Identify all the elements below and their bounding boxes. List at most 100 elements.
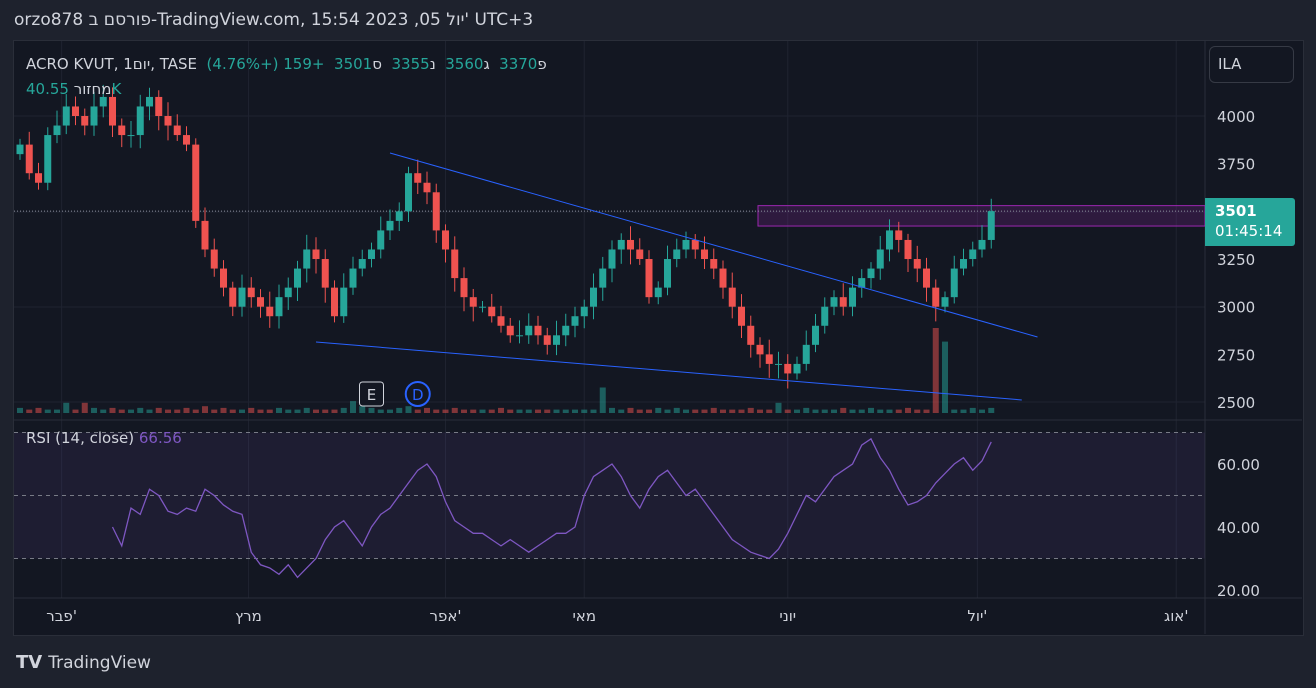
- candle: [516, 335, 523, 337]
- volume-bar: [359, 406, 366, 413]
- volume-bar: [673, 407, 680, 413]
- open-label: פ: [537, 55, 547, 73]
- event-label: E: [367, 386, 376, 404]
- candle: [72, 106, 79, 116]
- volume-value: 40.55K: [26, 80, 122, 98]
- candle: [294, 268, 301, 288]
- volume-bar: [886, 409, 893, 413]
- candle: [525, 325, 533, 336]
- candle: [719, 268, 727, 288]
- candle: [90, 106, 98, 126]
- volume-bar: [720, 409, 726, 413]
- volume-bar: [303, 407, 310, 413]
- candle: [497, 316, 505, 326]
- candle: [590, 287, 597, 307]
- volume-bar: [646, 409, 652, 413]
- volume-label: מחזור: [73, 80, 112, 98]
- volume-bar: [35, 407, 42, 413]
- volume-bar: [451, 407, 458, 413]
- tradingview-logo[interactable]: TV TradingView: [16, 652, 151, 673]
- symbol-name[interactable]: ACRO KVUT, 1יום, TASE: [26, 55, 197, 73]
- volume-bar: [710, 407, 717, 413]
- volume-bar: [821, 409, 828, 413]
- volume-bar: [849, 409, 856, 413]
- price-tick: 3000: [1217, 299, 1255, 317]
- volume-bar: [239, 409, 245, 413]
- volume-bar: [313, 409, 319, 413]
- last-price-tag: 3501 01:45:14: [1205, 198, 1295, 246]
- volume-bar: [516, 409, 523, 413]
- candle: [701, 249, 708, 260]
- volume-bar: [192, 409, 199, 413]
- candle: [710, 259, 718, 269]
- dividend-marker: [404, 381, 431, 407]
- currency-button[interactable]: ILA: [1209, 46, 1294, 83]
- rsi-tick: 40.00: [1217, 519, 1260, 537]
- volume-bar: [414, 409, 421, 413]
- candle: [895, 230, 903, 240]
- volume-bar: [470, 409, 477, 413]
- volume-bar: [664, 409, 671, 413]
- candle: [682, 239, 690, 250]
- volume-bar: [775, 402, 782, 413]
- candle: [25, 144, 33, 174]
- candle: [266, 306, 274, 317]
- candle: [849, 287, 856, 307]
- candle: [488, 306, 496, 317]
- candle: [562, 325, 570, 336]
- candle: [654, 287, 662, 298]
- candle: [44, 135, 52, 183]
- resistance-zone: [757, 205, 1206, 227]
- candle: [16, 144, 24, 155]
- volume-bar: [44, 409, 51, 413]
- volume-bar: [294, 409, 301, 413]
- price-tick: 2750: [1217, 346, 1255, 364]
- candle: [164, 116, 172, 126]
- volume-bar: [100, 409, 107, 413]
- candle: [534, 325, 542, 336]
- volume-bar: [488, 409, 495, 413]
- volume-bar: [276, 407, 282, 413]
- chart-frame[interactable]: [13, 40, 1304, 636]
- volume-bar: [368, 407, 375, 413]
- candle: [127, 135, 135, 137]
- volume-bar: [525, 409, 532, 413]
- volume-bar: [54, 409, 60, 413]
- brand-name: TradingView: [48, 652, 151, 673]
- change-value: +159 (+4.76%): [206, 55, 325, 73]
- candle: [923, 268, 930, 288]
- volume-bar: [627, 407, 634, 413]
- volume-bar: [322, 409, 329, 413]
- candle: [978, 239, 986, 250]
- volume-bar: [340, 407, 347, 413]
- candle: [950, 268, 958, 298]
- candle: [775, 363, 782, 365]
- volume-bar: [396, 407, 403, 413]
- candle: [969, 249, 977, 260]
- volume-bar: [701, 409, 708, 413]
- candle: [414, 173, 422, 183]
- volume-bar: [202, 406, 208, 413]
- candle: [913, 259, 921, 269]
- volume-bar: [405, 406, 412, 413]
- volume-bar: [72, 409, 79, 413]
- volume-bar: [257, 409, 264, 413]
- candle: [81, 116, 89, 126]
- trendline: [315, 341, 1022, 401]
- candle: [247, 287, 255, 298]
- volume-bar: [747, 407, 754, 413]
- volume-bar: [895, 409, 902, 413]
- candle: [858, 278, 866, 288]
- time-tick: יוני: [779, 607, 796, 625]
- candle: [932, 287, 940, 307]
- volume-bar: [183, 407, 190, 413]
- symbol-legend: ACRO KVUT, 1יום, TASE פ3370 ג3560 נ3355 …: [26, 55, 547, 73]
- tv-logo-icon: TV: [16, 652, 43, 673]
- time-tick: מאי: [572, 607, 596, 625]
- volume-bar: [729, 409, 736, 413]
- rsi-value: 66.56: [138, 429, 182, 447]
- candle: [469, 297, 477, 307]
- candle: [432, 192, 440, 231]
- volume-bar: [553, 409, 560, 413]
